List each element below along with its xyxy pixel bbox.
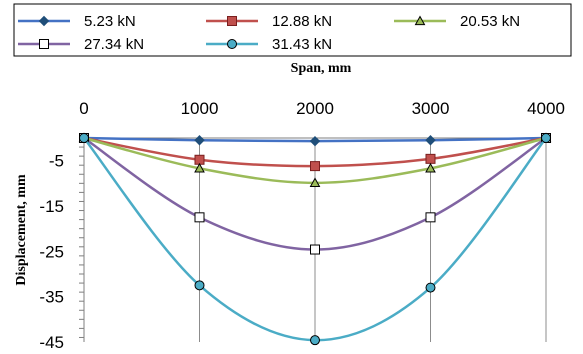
data-point	[194, 212, 205, 223]
legend-box	[13, 3, 572, 57]
data-point	[425, 153, 436, 164]
legend-marker	[227, 39, 237, 49]
data-point	[194, 280, 205, 291]
data-point	[425, 282, 436, 293]
series-group	[78, 132, 552, 346]
legend-marker	[414, 15, 426, 26]
data-point	[310, 161, 320, 172]
y-tick-label: -25	[39, 242, 64, 261]
data-point	[310, 335, 320, 346]
legend-label: 12.88 kN	[272, 13, 332, 30]
data-point	[309, 177, 321, 187]
x-axis-title: Span, mm	[291, 61, 352, 76]
data-point	[194, 135, 205, 146]
legend-label: 31.43 kN	[272, 36, 332, 53]
y-axis-title: Displacement, mm	[14, 174, 29, 286]
x-tick-label: 4000	[527, 99, 565, 118]
x-tick-labels: 0 1000 2000 3000 4000	[79, 99, 565, 118]
y-tick-label: -45	[39, 333, 64, 352]
data-point	[310, 244, 320, 255]
legend-item: 12.88 kN	[206, 13, 332, 30]
legend-item: 20.53 kN	[394, 13, 520, 30]
y-tick-label: -35	[39, 288, 64, 307]
data-point	[425, 162, 436, 173]
x-tick-label: 0	[79, 99, 88, 118]
legend-item: 5.23 kN	[18, 13, 136, 30]
y-tick-label: -5	[49, 152, 64, 171]
legend-marker	[39, 39, 49, 49]
legend: 5.23 kN 12.88 kN 20.53 kN 27.34 kN 31.43 kN	[13, 3, 572, 57]
x-tick-label: 1000	[181, 99, 219, 118]
x-tick-label: 3000	[412, 99, 450, 118]
legend-item: 31.43 kN	[206, 36, 332, 53]
y-tick-labels: -5 -15 -25 -35 -45	[39, 152, 64, 352]
data-point	[425, 212, 436, 223]
legend-item: 27.34 kN	[18, 36, 144, 53]
y-tick-label: -15	[39, 197, 64, 216]
x-tick-label: 2000	[296, 99, 334, 118]
data-point	[194, 162, 205, 173]
data-point	[425, 135, 436, 146]
data-point	[541, 133, 551, 143]
series-1	[78, 132, 552, 147]
series-5	[79, 133, 551, 346]
data-point	[79, 133, 89, 143]
legend-marker	[38, 15, 50, 27]
legend-label: 5.23 kN	[84, 13, 136, 30]
legend-label: 27.34 kN	[84, 36, 144, 53]
data-point	[309, 135, 321, 147]
legend-marker	[227, 16, 237, 26]
legend-label: 20.53 kN	[460, 13, 520, 30]
